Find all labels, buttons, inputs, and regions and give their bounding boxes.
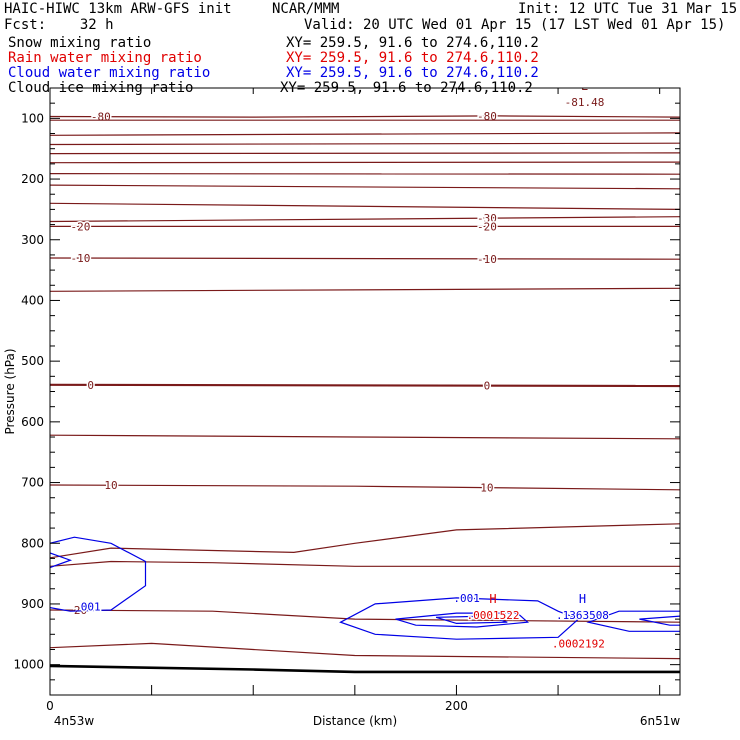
- extremum-marker: H: [489, 592, 496, 606]
- temperature-contour-label: -80: [91, 111, 111, 124]
- org-label: NCAR/MMM: [272, 1, 340, 17]
- y-tick-label: 600: [21, 415, 44, 429]
- y-tick-label: 100: [21, 111, 44, 125]
- temperature-contour-label: 10: [104, 479, 117, 492]
- temperature-contour: [50, 173, 680, 175]
- temperature-contour: [50, 184, 680, 190]
- forecast-hour: Fcst: 32 h: [4, 17, 114, 33]
- init-time: Init: 12 UTC Tue 31 Mar 15: [518, 1, 738, 17]
- temperature-contour: [50, 202, 680, 210]
- temperature-contour: [50, 642, 680, 660]
- temperature-contour-label: -10: [71, 252, 91, 265]
- temperature-contour-label: -10: [477, 253, 497, 266]
- x-left-endpoint-label: 4n53w: [54, 714, 95, 728]
- extremum-value: .0001522: [467, 609, 520, 622]
- y-tick-label: 300: [21, 233, 44, 247]
- field-name-snow: Snow mixing ratio: [8, 35, 152, 51]
- temperature-contour: [50, 287, 680, 292]
- extremum-marker: L: [581, 79, 588, 93]
- contour-layer: -80 -80-30-20 -20-10 -100 010 1020001.001L-81…: [50, 79, 680, 674]
- y-tick-label: 800: [21, 536, 44, 550]
- y-axis-title: Pressure (hPa): [3, 348, 17, 434]
- temperature-contour: [50, 115, 680, 118]
- temperature-contour-label: -80: [477, 110, 497, 123]
- temperature-contour: [50, 609, 680, 623]
- temperature-contour-label: -20: [477, 220, 497, 233]
- field-name-rain: Rain water mixing ratio: [8, 50, 202, 66]
- surface-pressure-line: [50, 664, 680, 674]
- y-tick-label: 500: [21, 354, 44, 368]
- temperature-contour: [50, 161, 680, 164]
- temperature-contour-label: -20: [71, 220, 91, 233]
- temperature-contour: [50, 434, 680, 440]
- extremum-value: .1363508: [556, 609, 609, 622]
- temperature-contour: [50, 152, 680, 155]
- model-title: HAIC-HIWC 13km ARW-GFS init: [4, 1, 232, 17]
- cloud-water-contour: [339, 597, 580, 640]
- x-axis-title: Distance (km): [313, 714, 397, 728]
- temperature-contour-label: 0: [87, 379, 94, 392]
- temperature-contour: [50, 216, 680, 223]
- cloud-water-contour-label: 001: [81, 600, 101, 613]
- field-name-cloud-water: Cloud water mixing ratio: [8, 65, 211, 81]
- temperature-contour: [50, 560, 680, 567]
- y-tick-label: 400: [21, 293, 44, 307]
- temperature-contour: [50, 142, 680, 146]
- y-tick-label: 900: [21, 597, 44, 611]
- cloud-water-contour: [435, 615, 508, 625]
- extremum-marker: H: [579, 592, 586, 606]
- cloud-water-contour: [639, 615, 680, 626]
- cloud-water-contour: [50, 552, 73, 569]
- cloud-water-contour-label: .001: [453, 592, 480, 605]
- field-xy-cloud-water: XY= 259.5, 91.6 to 274.6,110.2: [286, 65, 539, 81]
- temperature-contour-label: -30: [477, 212, 497, 225]
- cloud-water-contour: [395, 612, 530, 628]
- temperature-contour-label: 0: [484, 380, 491, 393]
- x-right-endpoint-label: 6n51w: [640, 714, 681, 728]
- temperature-contour-label: 10: [480, 482, 493, 495]
- field-xy-snow: XY= 259.5, 91.6 to 274.6,110.2: [286, 35, 539, 51]
- temperature-contour: [50, 523, 680, 559]
- extremum-value: .0002192: [552, 637, 605, 650]
- x-tick-label: 0: [46, 699, 54, 713]
- field-xy-rain: XY= 259.5, 91.6 to 274.6,110.2: [286, 50, 539, 66]
- temperature-contour: [50, 484, 680, 491]
- x-tick-label: 200: [445, 699, 468, 713]
- temperature-contour: [50, 257, 680, 260]
- extremum-value: -81.48: [565, 96, 605, 109]
- y-tick-label: 200: [21, 172, 44, 186]
- temperature-contour: [50, 132, 680, 136]
- valid-time: Valid: 20 UTC Wed 01 Apr 15 (17 LST Wed …: [304, 17, 726, 33]
- temperature-contour: [50, 383, 680, 388]
- cloud-water-contour: [50, 536, 147, 612]
- cloud-water-contour: [586, 610, 680, 632]
- y-tick-label: 700: [21, 476, 44, 490]
- y-tick-label: 1000: [13, 658, 44, 672]
